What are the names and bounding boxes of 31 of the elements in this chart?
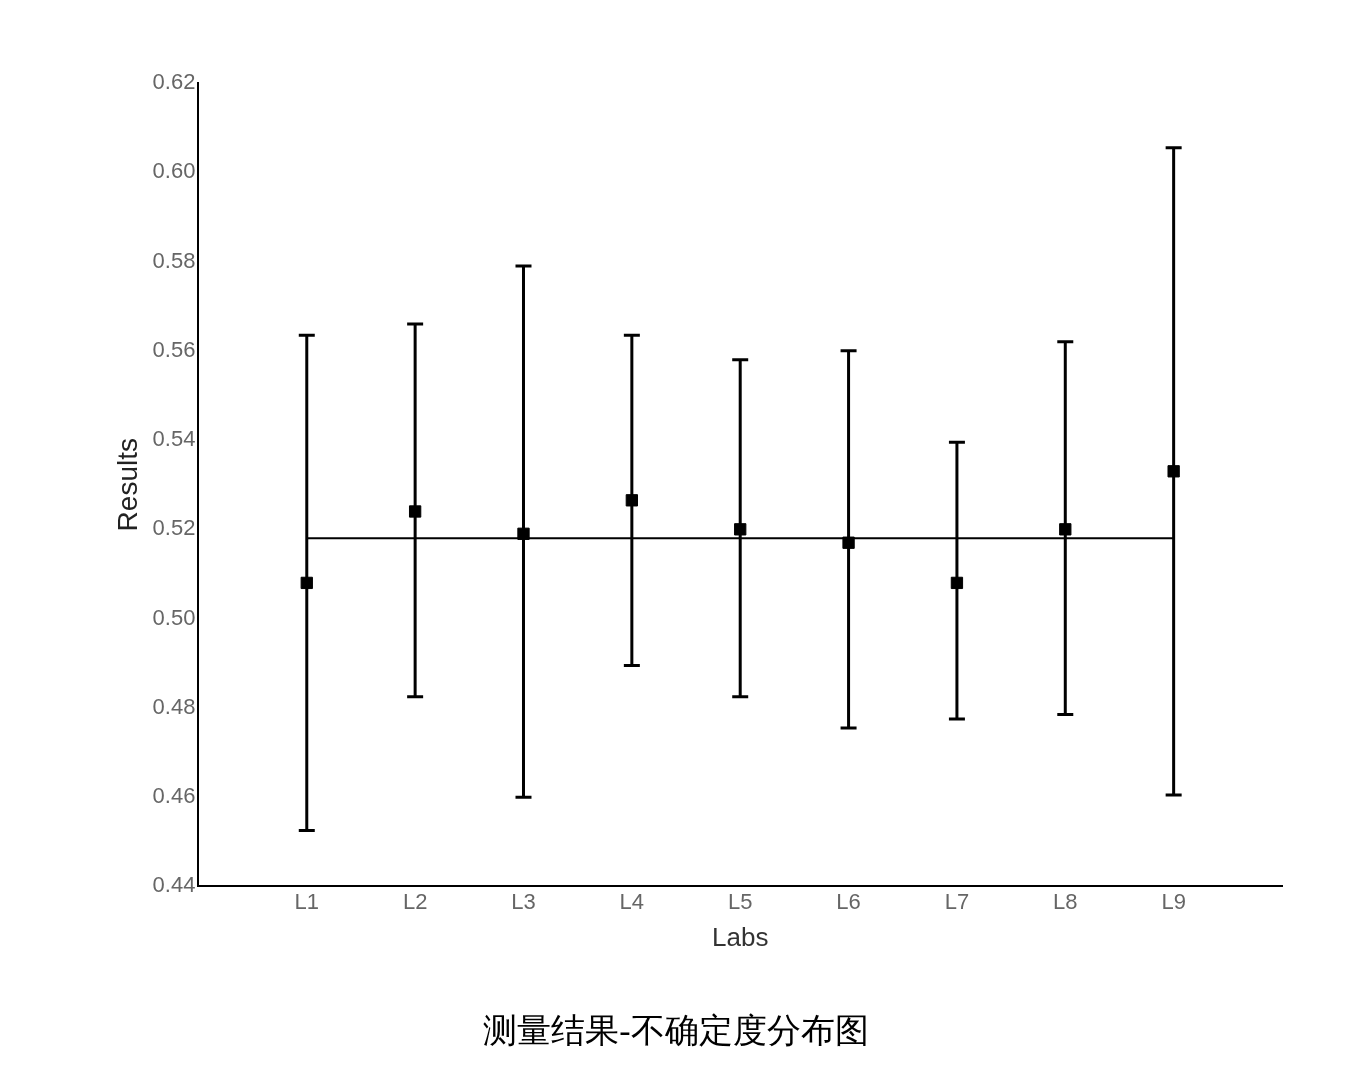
y-tick-label: 0.44 <box>152 872 196 898</box>
x-tick-label: L5 <box>727 888 753 914</box>
point <box>1059 523 1072 536</box>
point <box>1167 465 1180 478</box>
x-tick-label: L2 <box>402 888 428 914</box>
y-tick-label: 0.56 <box>152 336 196 362</box>
y-tick-label: 0.50 <box>152 604 196 630</box>
point <box>950 576 964 590</box>
x-tick-label: L3 <box>511 888 536 914</box>
point <box>625 494 639 507</box>
x-tick-label: L1 <box>294 888 320 914</box>
point <box>842 536 855 549</box>
x-tick-label: L4 <box>619 888 645 914</box>
y-axis-title: Results <box>111 438 143 532</box>
x-tick-label: L7 <box>944 888 970 914</box>
y-tick-label: 0.58 <box>152 247 196 273</box>
point <box>517 527 530 540</box>
point <box>408 505 422 518</box>
text: 测量结果-不确定度分布图 <box>482 1011 870 1051</box>
x-axis-title: Labs <box>712 921 769 952</box>
point <box>300 576 313 590</box>
y-tick-label: 0.46 <box>152 783 196 809</box>
y-tick-label: 0.52 <box>152 515 196 541</box>
x-tick-label: L8 <box>1053 888 1078 914</box>
point <box>734 523 747 536</box>
x-tick-label: L6 <box>836 888 861 914</box>
y-tick-label: 0.48 <box>152 693 196 719</box>
x-tick-label: L9 <box>1161 888 1186 914</box>
y-tick-label: 0.62 <box>152 69 196 95</box>
y-tick-label: 0.54 <box>152 426 196 452</box>
y-tick-label: 0.60 <box>152 158 196 184</box>
